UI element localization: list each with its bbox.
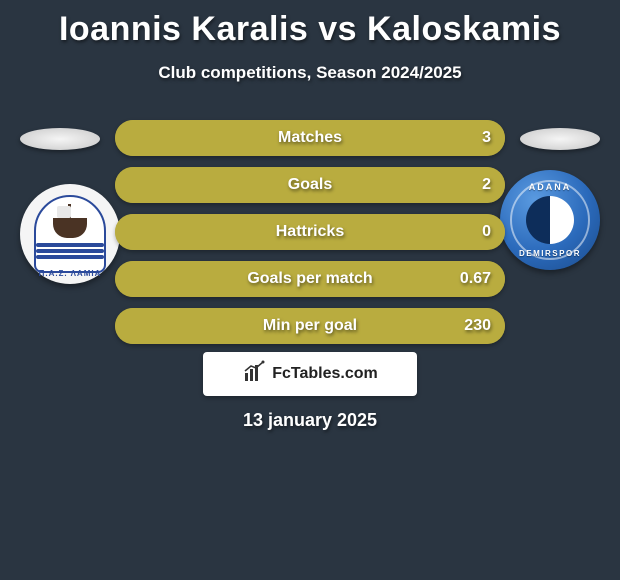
player-plate-left — [20, 128, 100, 150]
stat-value-right: 0.67 — [460, 270, 491, 288]
team-crest-left: Π.Α.Σ. ΛΑΜΙΑ — [20, 184, 120, 284]
stat-value-right: 0 — [482, 223, 491, 241]
team-crest-right: ADANA DEMIRSPOR — [500, 170, 600, 270]
stat-label: Matches — [278, 129, 342, 147]
stat-row: Min per goal 230 — [115, 308, 505, 344]
stat-label: Goals per match — [247, 270, 372, 288]
subtitle: Club competitions, Season 2024/2025 — [0, 63, 620, 83]
player-plate-right — [520, 128, 600, 150]
stat-value-right: 3 — [482, 129, 491, 147]
crest-right-bottom: DEMIRSPOR — [500, 249, 600, 258]
brand-card[interactable]: FcTables.com — [203, 352, 417, 396]
stat-value-right: 230 — [464, 317, 491, 335]
crest-left-text: Π.Α.Σ. ΛΑΜΙΑ — [30, 269, 110, 278]
stat-label: Hattricks — [276, 223, 344, 241]
stat-row: Matches 3 — [115, 120, 505, 156]
chart-icon — [242, 360, 266, 389]
date-line: 13 january 2025 — [0, 410, 620, 431]
stat-value-right: 2 — [482, 176, 491, 194]
stats-container: Matches 3 Goals 2 Hattricks 0 Goals per match 0… — [115, 120, 505, 355]
stat-label: Goals — [288, 176, 332, 194]
crest-right-top: ADANA — [500, 182, 600, 192]
stat-row: Goals per match 0.67 — [115, 261, 505, 297]
stat-label: Min per goal — [263, 317, 357, 335]
page-title: Ioannis Karalis vs Kaloskamis — [0, 0, 620, 49]
stat-row: Hattricks 0 — [115, 214, 505, 250]
brand-text: FcTables.com — [272, 365, 378, 383]
stat-row: Goals 2 — [115, 167, 505, 203]
